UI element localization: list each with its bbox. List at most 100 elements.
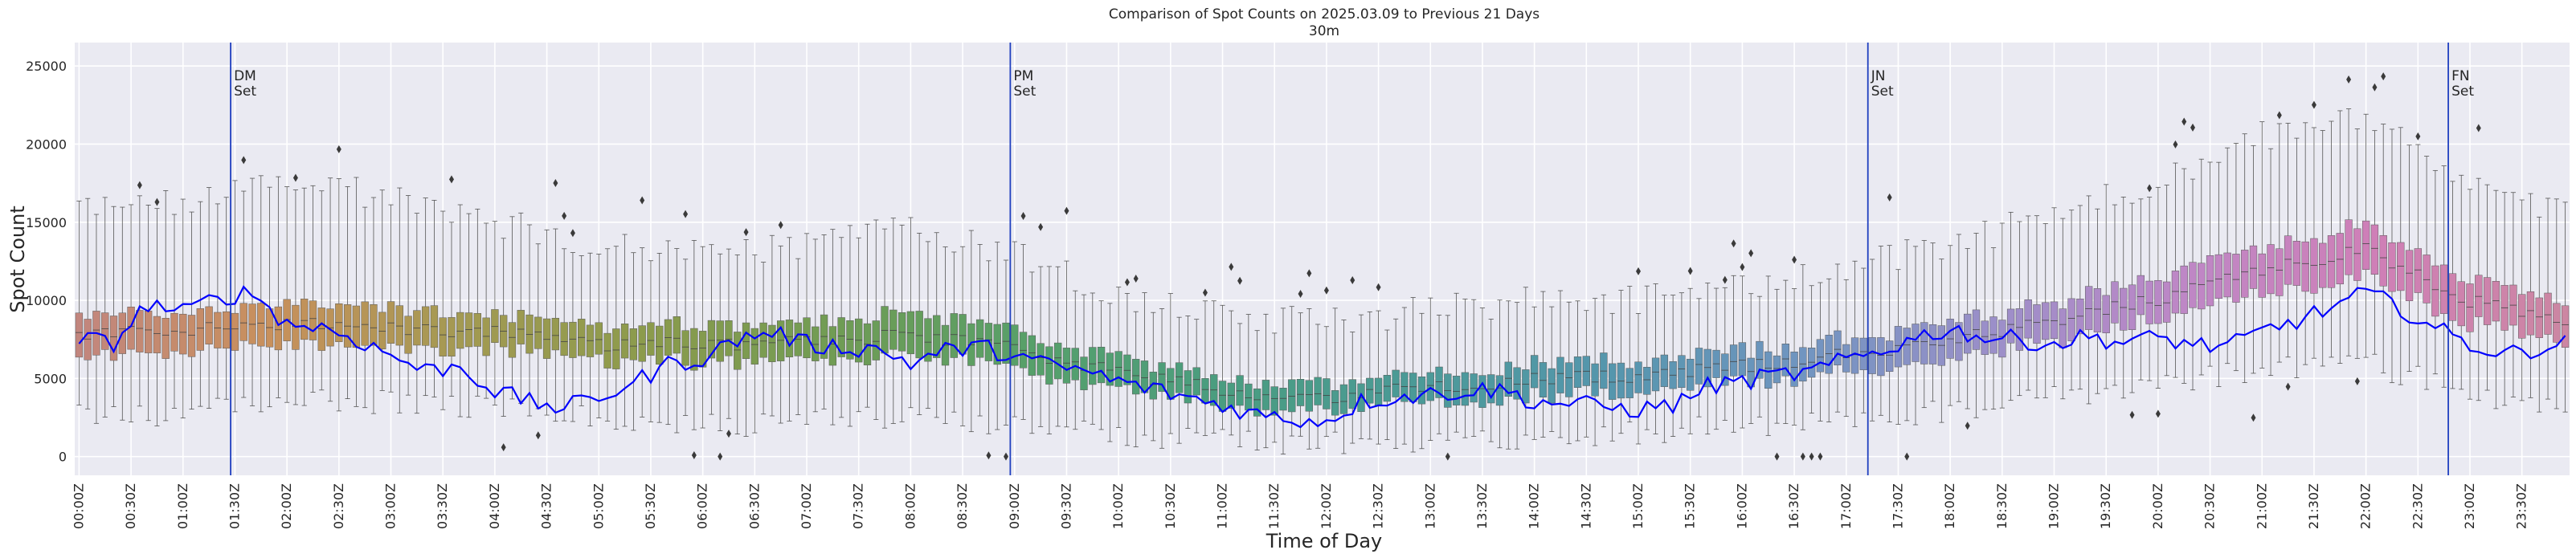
outlier-marker: [1748, 249, 1754, 258]
box: [1981, 320, 1989, 355]
outlier-marker: [1809, 452, 1814, 461]
reference-line-label: Set: [234, 83, 256, 100]
box: [1270, 386, 1278, 416]
box: [1989, 316, 1997, 354]
box: [1409, 373, 1417, 402]
outlier-marker: [1887, 193, 1892, 202]
y-tick-label: 20000: [26, 136, 67, 152]
outlier-marker: [1818, 452, 1823, 461]
box: [1114, 351, 1122, 387]
x-tick-label: 21:30Z: [2306, 483, 2321, 529]
x-tick-label: 02:00Z: [279, 483, 294, 529]
reference-line-label: Set: [1871, 83, 1894, 100]
chart-subtitle: 30m: [1309, 23, 1339, 39]
box: [1651, 357, 1660, 392]
outlier-marker: [2372, 83, 2378, 92]
box: [2397, 242, 2405, 291]
x-tick-label: 04:00Z: [487, 483, 502, 529]
box: [1366, 377, 1374, 404]
outlier-marker: [1229, 263, 1234, 271]
box: [1218, 381, 1227, 412]
box: [1495, 375, 1504, 406]
box: [1461, 372, 1470, 406]
box: [301, 299, 309, 340]
outlier-marker: [1003, 452, 1008, 461]
box: [803, 317, 811, 359]
box: [2180, 265, 2188, 314]
box: [2336, 233, 2344, 285]
x-tick-label: 19:00Z: [2046, 483, 2062, 529]
x-tick-label: 01:30Z: [227, 483, 242, 529]
box: [2111, 281, 2119, 324]
reference-line-label: FN: [2451, 68, 2470, 84]
box: [1392, 369, 1400, 397]
box: [257, 303, 265, 347]
box: [1323, 378, 1331, 409]
x-tick-label: 18:30Z: [1994, 483, 2010, 529]
box: [1834, 330, 1842, 365]
box: [179, 313, 187, 355]
box: [837, 317, 845, 357]
outlier-marker: [1323, 286, 1329, 295]
box: [620, 324, 629, 359]
outlier-marker: [2354, 377, 2360, 385]
box: [1703, 348, 1711, 388]
box: [725, 320, 733, 356]
box: [205, 306, 213, 344]
box: [586, 324, 595, 357]
box: [2301, 241, 2309, 292]
box: [2544, 292, 2552, 335]
box: [1522, 369, 1530, 404]
outlier-marker: [1133, 274, 1139, 283]
outlier-marker: [535, 431, 541, 440]
box: [1296, 379, 1305, 406]
box: [924, 318, 932, 362]
box: [378, 312, 386, 350]
box: [2249, 245, 2258, 289]
box: [846, 320, 854, 360]
box: [1149, 372, 1157, 400]
box: [933, 315, 941, 358]
box: [2232, 254, 2240, 303]
box: [1374, 377, 1383, 406]
box: [101, 312, 109, 350]
box: [2448, 273, 2457, 321]
box: [2483, 277, 2492, 325]
x-tick-label: 10:00Z: [1110, 483, 1126, 529]
x-tick-label: 07:00Z: [799, 483, 814, 529]
box: [1054, 342, 1062, 380]
box: [656, 325, 664, 365]
box: [2423, 255, 2431, 303]
x-tick-label: 20:00Z: [2150, 483, 2165, 529]
box: [569, 321, 577, 358]
outlier-marker: [718, 452, 723, 461]
x-tick-label: 14:30Z: [1578, 483, 1593, 529]
box: [239, 303, 247, 341]
box: [2042, 302, 2050, 340]
outlier-marker: [570, 229, 575, 238]
box: [317, 308, 325, 351]
box: [1045, 346, 1053, 385]
box: [2284, 235, 2292, 285]
box: [2466, 283, 2474, 332]
outlier-marker: [1636, 267, 1642, 275]
x-tick-label: 22:30Z: [2410, 483, 2425, 529]
box: [950, 313, 958, 358]
box: [1253, 388, 1261, 417]
box: [1417, 376, 1426, 405]
box: [1729, 344, 1738, 377]
box: [491, 309, 499, 343]
box: [1158, 362, 1166, 392]
box: [187, 315, 196, 357]
x-tick-label: 11:00Z: [1215, 483, 1230, 529]
x-tick-label: 16:30Z: [1786, 483, 1801, 529]
box: [647, 322, 655, 356]
box: [473, 313, 481, 347]
box: [1011, 324, 1019, 366]
box: [1781, 344, 1789, 377]
box: [214, 312, 222, 348]
box: [84, 319, 92, 360]
box: [1487, 374, 1495, 404]
box: [1721, 353, 1729, 386]
